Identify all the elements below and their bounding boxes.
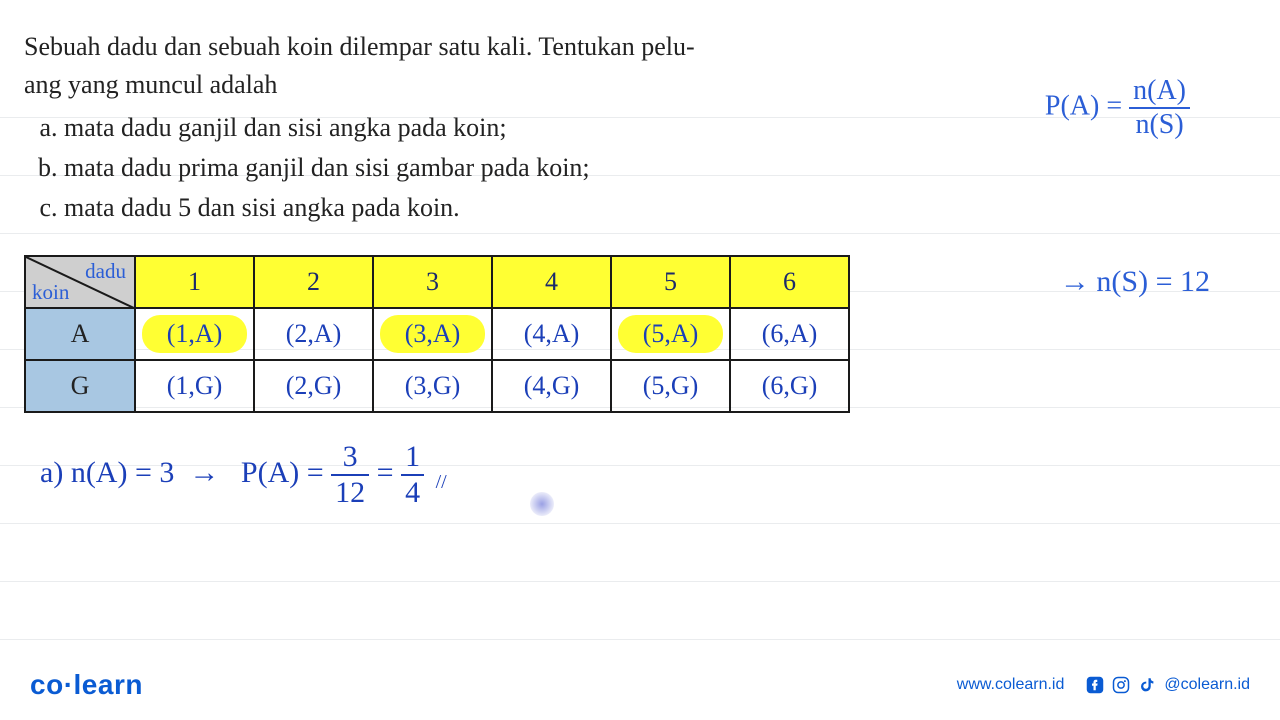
logo-dot: · [64, 669, 74, 700]
probability-formula: P(A) = n(A) n(S) [1045, 75, 1190, 141]
work-a-na: n(A) = 3 [71, 456, 175, 489]
work-a-pa-lhs: P(A) = [241, 456, 324, 489]
frac-num: 3 [331, 440, 369, 476]
cell-2a: (2,A) [254, 308, 373, 360]
cell-value: (5,A) [643, 319, 699, 348]
tiktok-icon [1138, 676, 1156, 694]
footer-right: www.colearn.id @colearn.id [957, 676, 1250, 694]
table-header-row: dadu koin 1 2 3 4 5 6 [25, 256, 849, 308]
cell-value: (1,A) [167, 319, 223, 348]
cell-value: (3,A) [405, 319, 461, 348]
content-area: Sebuah dadu dan sebuah koin dilempar sat… [0, 0, 1280, 720]
question-stem-2: ang yang muncul adalah [24, 70, 277, 99]
formula-denominator: n(S) [1129, 109, 1190, 141]
logo-learn: learn [74, 669, 143, 700]
social-block: @colearn.id [1086, 676, 1250, 694]
row-header-a: A [25, 308, 135, 360]
corner-label-dadu: dadu [85, 259, 126, 284]
facebook-icon [1086, 676, 1104, 694]
col-header: 2 [254, 256, 373, 308]
cell-6g: (6,G) [730, 360, 849, 412]
col-header: 6 [730, 256, 849, 308]
table-row: A (1,A) (2,A) (3,A) (4,A) (5,A) (6,A) [25, 308, 849, 360]
question-block: Sebuah dadu dan sebuah koin dilempar sat… [24, 28, 784, 228]
frac-3-12: 3 12 [331, 440, 369, 510]
colearn-logo: co·learn [30, 669, 143, 701]
formula-fraction: n(A) n(S) [1129, 75, 1190, 141]
cell-3g: (3,G) [373, 360, 492, 412]
table-row: G (1,G) (2,G) (3,G) (4,G) (5,G) (6,G) [25, 360, 849, 412]
cell-4g: (4,G) [492, 360, 611, 412]
frac-1-4: 1 4 [401, 440, 424, 510]
cell-5a: (5,A) [611, 308, 730, 360]
col-header: 3 [373, 256, 492, 308]
cell-4a: (4,A) [492, 308, 611, 360]
col-header: 5 [611, 256, 730, 308]
option-b: mata dadu prima ganjil dan sisi gambar p… [64, 149, 784, 187]
footer-bar: co·learn www.colearn.id @colearn.id [0, 650, 1280, 720]
question-options: mata dadu ganjil dan sisi angka pada koi… [24, 109, 784, 226]
arrow-icon: → [189, 456, 218, 489]
corner-label-koin: koin [32, 280, 69, 305]
cell-5g: (5,G) [611, 360, 730, 412]
cursor-indicator-icon [530, 492, 554, 516]
formula-numerator: n(A) [1129, 75, 1190, 109]
formula-lhs: P(A) = [1045, 90, 1122, 121]
equals: = [377, 456, 394, 489]
social-handle: @colearn.id [1164, 676, 1250, 694]
frac-den: 12 [331, 476, 369, 510]
col-header: 4 [492, 256, 611, 308]
option-a: mata dadu ganjil dan sisi angka pada koi… [64, 109, 784, 147]
cell-3a: (3,A) [373, 308, 492, 360]
cell-2g: (2,G) [254, 360, 373, 412]
table-corner-cell: dadu koin [25, 256, 135, 308]
tick-mark: // [436, 471, 447, 493]
ns-text: n(S) = 12 [1096, 265, 1210, 298]
cell-6a: (6,A) [730, 308, 849, 360]
work-a-label: a) [40, 456, 63, 489]
instagram-icon [1112, 676, 1130, 694]
option-c: mata dadu 5 dan sisi angka pada koin. [64, 189, 784, 227]
row-header-g: G [25, 360, 135, 412]
logo-co: co [30, 669, 64, 700]
cell-1g: (1,G) [135, 360, 254, 412]
frac-den: 4 [401, 476, 424, 510]
footer-url: www.colearn.id [957, 676, 1065, 694]
arrow-icon: → [1060, 265, 1089, 298]
cell-1a: (1,A) [135, 308, 254, 360]
working-part-a: a) n(A) = 3 → P(A) = 3 12 = 1 4 // [40, 440, 443, 510]
sample-size-note: → n(S) = 12 [1060, 265, 1210, 299]
frac-num: 1 [401, 440, 424, 476]
sample-space-table: dadu koin 1 2 3 4 5 6 A (1,A) (2,A) (3,A… [24, 255, 850, 413]
question-stem-1: Sebuah dadu dan sebuah koin dilempar sat… [24, 32, 695, 61]
col-header: 1 [135, 256, 254, 308]
